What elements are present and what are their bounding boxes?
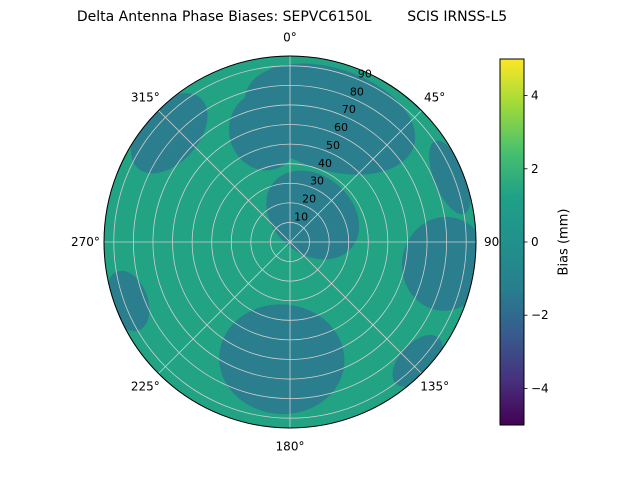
angular-tick-label: 45° [424, 90, 445, 104]
colorbar: 4 2 0 −2 −4 Bias (mm) [499, 58, 572, 426]
radial-tick-label: 80 [350, 85, 364, 98]
radial-tick-label: 10 [294, 210, 308, 223]
radial-tick-label: 30 [310, 175, 324, 188]
colorbar-tick-label: 0 [531, 235, 539, 249]
plot-outline [103, 55, 477, 429]
grid-spoke [158, 241, 291, 374]
angular-tick-label: 180° [276, 440, 305, 454]
colorbar-tick-label: −2 [531, 308, 549, 322]
angular-tick-label: 225° [131, 380, 160, 394]
polar-grid [103, 55, 477, 429]
angular-tick-label: 270° [71, 235, 100, 249]
radial-tick-label: 90 [358, 67, 372, 80]
radial-tick-label: 20 [302, 193, 316, 206]
grid-spoke [289, 241, 422, 374]
colorbar-tick-label: 2 [531, 162, 539, 176]
radial-tick-labels: 10 20 30 40 50 60 70 80 90 [294, 67, 372, 223]
colorbar-axis-label: Bias (mm) [557, 209, 572, 276]
grid-spoke [289, 110, 422, 243]
colorbar-tick-label: −4 [531, 381, 549, 395]
angular-tick-labels: 0°45°90°135°180°225°270°315° [71, 30, 505, 453]
angular-tick-label: 135° [420, 380, 449, 394]
radial-tick-label: 70 [342, 103, 356, 116]
bias-region-dark [392, 334, 443, 387]
bias-region-dark [266, 170, 360, 260]
chart-title: Delta Antenna Phase Biases: SEPVC6150L S… [76, 9, 508, 25]
radial-tick-label: 60 [334, 121, 348, 134]
angular-tick-label: 315° [131, 90, 160, 104]
radial-tick-label: 40 [318, 157, 332, 170]
colorbar-tick-label: 4 [531, 89, 539, 103]
grid-spoke [158, 110, 291, 243]
radial-tick-label: 50 [326, 139, 340, 152]
angular-tick-label: 0° [283, 30, 297, 44]
colorbar-bar [499, 58, 525, 426]
